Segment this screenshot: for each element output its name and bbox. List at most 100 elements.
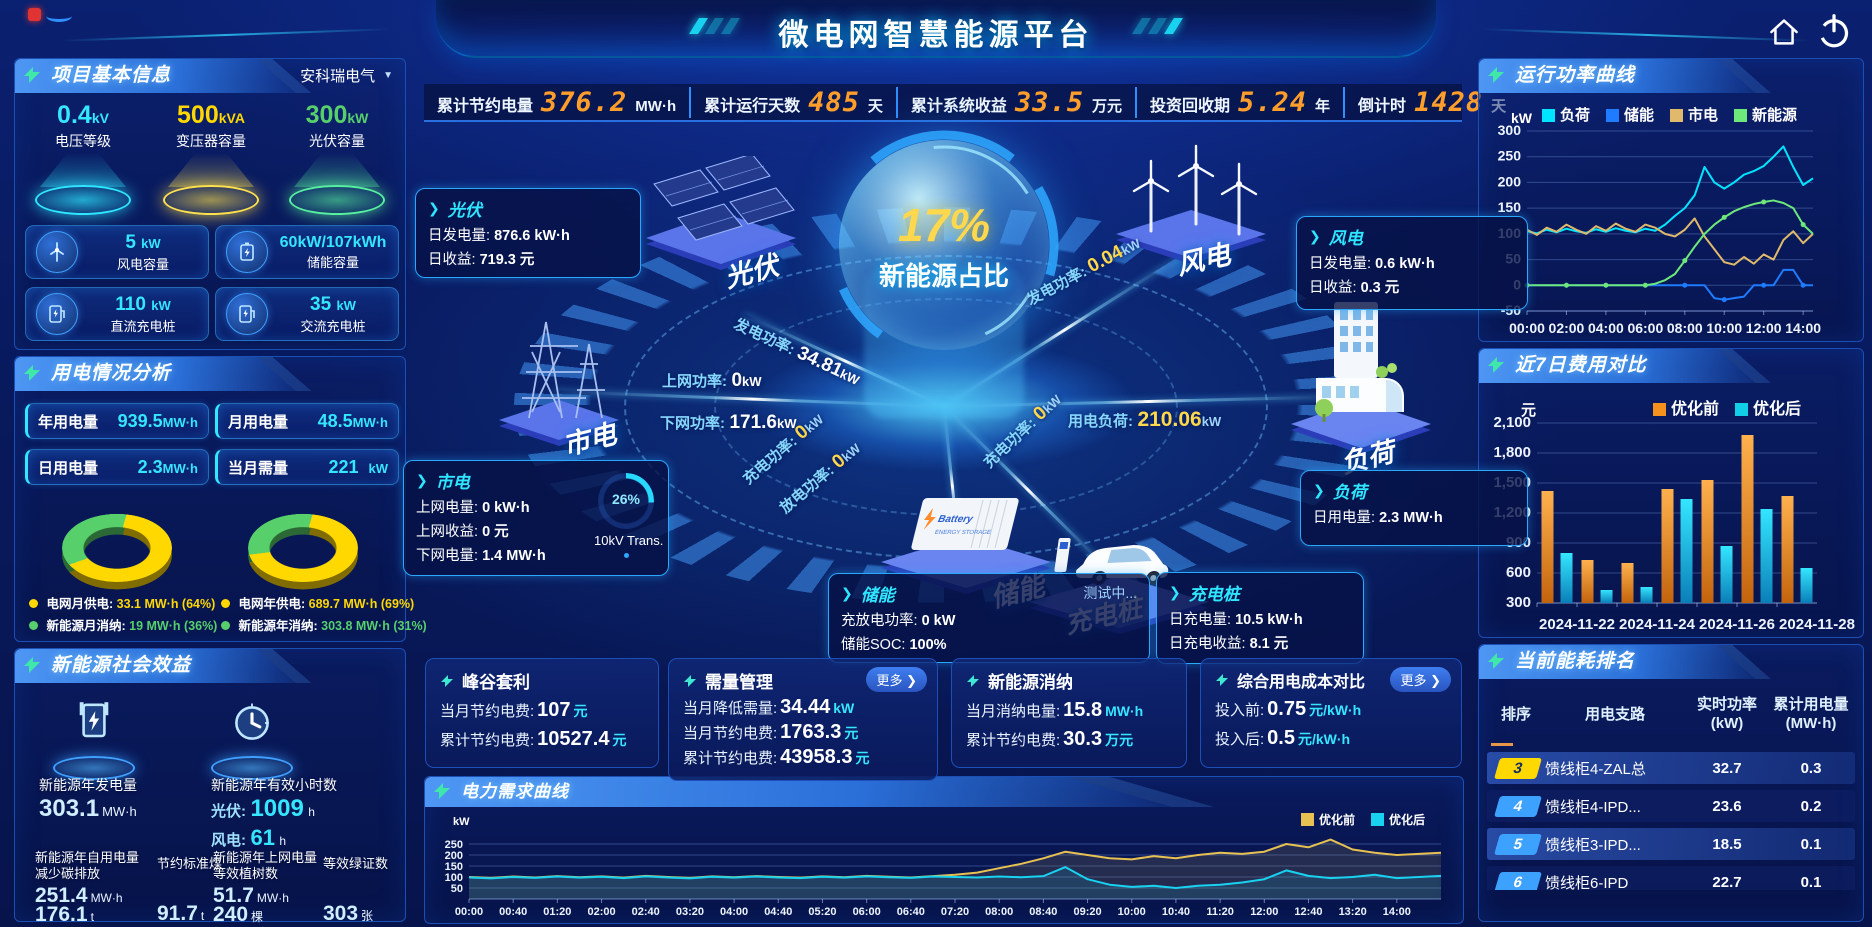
- company-select-value: 安科瑞电气: [300, 68, 376, 85]
- svg-text:Battery: Battery: [937, 514, 975, 525]
- card-corner-icon: [441, 674, 453, 687]
- demand-curve-chart: 250 200 150 100 50 kW 优化前 优化后 00:00 00:40 01:20 02:…: [429, 809, 1457, 919]
- pedestal-disc: [211, 756, 293, 780]
- svg-text:06:40: 06:40: [897, 906, 925, 918]
- svg-text:10:00: 10:00: [1118, 906, 1146, 918]
- renewable-share-label: 新能源占比: [878, 260, 1009, 291]
- svg-text:01:20: 01:20: [543, 906, 571, 918]
- decor-streak-left: [60, 28, 390, 42]
- chevron-right-icon: ❯: [1309, 228, 1321, 244]
- ranking-scroll-mark: [1491, 743, 1513, 746]
- flow-grid-down: 下网功率: 171.6kW: [660, 412, 797, 433]
- hours-label: 新能源年有效小时数: [211, 777, 337, 793]
- carousel-dot[interactable]: [623, 553, 629, 558]
- svg-text:600: 600: [1506, 564, 1531, 581]
- svg-text:02:00: 02:00: [587, 906, 615, 918]
- svg-text:04:00: 04:00: [720, 906, 748, 918]
- infobox-storage: ❯ 储能 测试中... 充放电功率: 0 kW 储能SOC: 100%: [828, 573, 1150, 663]
- hours-pv: 光伏: 1009 h: [211, 795, 315, 822]
- svg-text:14:00: 14:00: [1383, 906, 1411, 918]
- battery-icon: [226, 231, 268, 273]
- wind-turbines-icon: [1116, 144, 1266, 264]
- building-icon: [1291, 302, 1431, 454]
- card-corner-icon: [967, 674, 979, 687]
- legend-dot: [221, 599, 230, 608]
- panel-title: 新能源社会效益: [51, 655, 192, 676]
- donut-month-chart: [57, 513, 177, 590]
- svg-text:02:00: 02:00: [1549, 320, 1585, 336]
- kpi-system-income: 累计系统收益 33.5 万元: [895, 86, 1135, 118]
- ranking-table: 排序 用电支路 实时功率 (kW) 累计用电量 (MW·h) 3 馈线柜4-ZAL总…: [1487, 695, 1855, 890]
- stat-month-usage: 月用电量 48.5MW·h: [215, 403, 399, 439]
- home-icon[interactable]: [1768, 17, 1800, 52]
- panel-corner-icon: [1488, 67, 1504, 83]
- svg-text:kW: kW: [1511, 110, 1533, 126]
- sphere-ring-icon: [829, 130, 1059, 360]
- social-feed-in: 新能源年上网电量 等效植树数 51.7 MW·h 240 棵: [213, 850, 318, 926]
- table-row[interactable]: 3 馈线柜4-ZAL总 32.7 0.3: [1487, 752, 1855, 784]
- social-green-cert: 等效绿证数 303 张: [323, 856, 389, 925]
- donut-year-top: [248, 513, 358, 582]
- svg-text:300: 300: [1506, 594, 1531, 611]
- svg-text:市电: 市电: [1688, 106, 1718, 124]
- svg-text:13:20: 13:20: [1339, 906, 1367, 918]
- svg-text:2024-11-22: 2024-11-22: [1539, 616, 1615, 633]
- rank-badge: 3: [1493, 757, 1543, 779]
- legend-grid-year: 电网年供电: 689.7 MW·h (69%): [221, 593, 414, 612]
- panel-corner-icon: [24, 67, 40, 83]
- svg-text:2024-11-24: 2024-11-24: [1619, 616, 1696, 633]
- svg-text:200: 200: [1498, 173, 1522, 189]
- svg-text:150: 150: [1498, 199, 1522, 215]
- table-row[interactable]: 6 馈线柜6-IPD 22.7 0.1: [1487, 866, 1855, 890]
- more-button[interactable]: 更多 ❯: [1390, 667, 1451, 692]
- chevron-right-icon: ❯: [416, 472, 428, 488]
- svg-text:元: 元: [1521, 402, 1536, 419]
- stat-year-usage: 年用电量 939.5MW·h: [25, 403, 209, 439]
- svg-text:负荷: 负荷: [1560, 106, 1590, 124]
- power-icon[interactable]: [1814, 12, 1854, 57]
- svg-text:10:40: 10:40: [1162, 906, 1190, 918]
- legend-dot: [29, 599, 38, 608]
- ring-percent: 26%: [611, 491, 641, 507]
- hours-pedestal: [211, 697, 293, 780]
- legend-dot: [221, 621, 230, 630]
- pedestal-disc: [163, 185, 259, 215]
- rank-badge: 6: [1493, 871, 1543, 890]
- kpi-saved-energy: 累计节约电量 376.2 MW·h: [437, 86, 677, 118]
- more-button[interactable]: 更多 ❯: [866, 667, 927, 692]
- app-logo: [28, 8, 41, 21]
- card-corner-icon: [684, 674, 696, 687]
- panel-title: 用电情况分析: [51, 363, 172, 384]
- pedestal-disc: [53, 756, 135, 780]
- table-row[interactable]: 5 馈线柜3-IPD... 18.5 0.1: [1487, 828, 1855, 860]
- svg-text:07:20: 07:20: [941, 906, 969, 918]
- card-renewable-consume: 新能源消纳 当月消纳电量: 15.8 MW·h 累计节约电费: 30.3 万元: [951, 658, 1187, 768]
- table-row[interactable]: 4 馈线柜4-IPD... 23.6 0.2: [1487, 790, 1855, 822]
- company-select[interactable]: 安科瑞电气 ▼: [300, 65, 393, 86]
- svg-text:300: 300: [1498, 122, 1522, 138]
- svg-text:00:40: 00:40: [499, 906, 527, 918]
- panel-title: 电力需求曲线: [461, 782, 569, 801]
- svg-text:ENERGY STORAGE: ENERGY STORAGE: [934, 529, 992, 536]
- pedestal-disc: [35, 185, 131, 215]
- svg-text:06:00: 06:00: [1627, 320, 1663, 336]
- svg-text:10:00: 10:00: [1706, 320, 1742, 336]
- solar-panels-icon: [646, 156, 796, 270]
- chevron-right-icon: ❯: [841, 585, 853, 601]
- svg-text:12:00: 12:00: [1250, 906, 1278, 918]
- panel-corner-icon: [434, 783, 450, 799]
- svg-text:150: 150: [445, 861, 463, 873]
- panel-demand-curve: 电力需求曲线 250 200 150 100 50 kW 优化前 优化后 00:00 00:40 0…: [424, 776, 1464, 924]
- dc-charger-icon: [36, 293, 78, 335]
- panel-corner-icon: [24, 365, 40, 381]
- legend-renew-month: 新能源月消纳: 19 MW·h (36%): [29, 615, 217, 634]
- infobox-grid: ❯ 市电 上网电量: 0 kW·h 上网收益: 0 元 下网电量: 1.4 MW·…: [403, 460, 669, 576]
- chevron-right-icon: ❯: [428, 200, 440, 216]
- svg-text:12:00: 12:00: [1746, 320, 1782, 336]
- capacity-box-storage: 60kW/107kWh 储能容量: [215, 225, 399, 279]
- svg-text:优化前: 优化前: [1319, 812, 1355, 827]
- svg-text:50: 50: [451, 883, 463, 895]
- kpi-countdown: 倒计时 1428 天: [1343, 86, 1519, 118]
- rank-badge: 5: [1493, 833, 1543, 855]
- svg-text:2024-11-28: 2024-11-28: [1779, 616, 1855, 633]
